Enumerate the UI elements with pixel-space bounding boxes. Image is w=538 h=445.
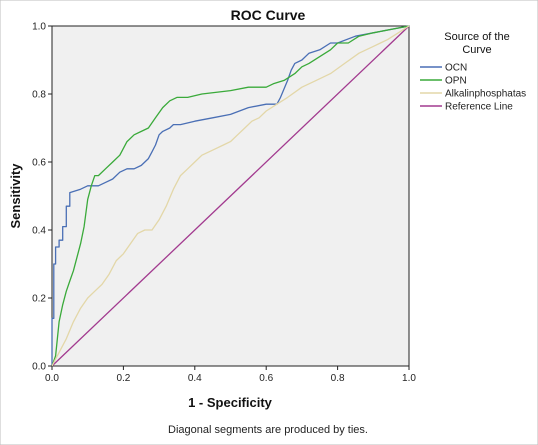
chart-title: ROC Curve <box>231 7 306 23</box>
y-tick-label: 0.6 <box>32 158 46 169</box>
x-tick-label: 0.8 <box>331 373 345 384</box>
legend-label-alkalinphosphatas: Alkalinphosphatas <box>445 89 526 100</box>
legend-label-ocn: OCN <box>445 63 467 74</box>
series-lines <box>51 25 410 367</box>
legend-label-reference-line: Reference Line <box>445 102 513 113</box>
legend-label-opn: OPN <box>445 76 467 87</box>
y-tick-label: 1.0 <box>32 22 46 33</box>
y-tick-label: 0.2 <box>32 294 46 305</box>
series-line-alkalinphosphatas <box>51 25 410 367</box>
legend: OCN OPN Alkalinphosphatas Reference Line <box>420 63 526 113</box>
x-axis-title: 1 - Specificity <box>188 395 273 410</box>
y-tick-label: 0.0 <box>32 362 46 373</box>
series-line-ocn <box>51 25 410 366</box>
legend-title-line-1: Source of the <box>444 31 509 43</box>
x-tick-label: 1.0 <box>402 373 416 384</box>
x-tick-label: 0.4 <box>188 373 202 384</box>
x-tick-label: 0.2 <box>116 373 130 384</box>
series-line-opn <box>51 25 410 367</box>
footnote: Diagonal segments are produced by ties. <box>168 424 368 436</box>
x-tick-label: 0.0 <box>45 373 59 384</box>
axis-ticks: 0.0 0.2 0.4 0.6 0.8 1.0 0.0 0.2 0.4 0.6 0.8 1.0 <box>32 22 416 385</box>
y-tick-label: 0.8 <box>32 90 46 101</box>
y-tick-label: 0.4 <box>32 226 46 237</box>
x-tick-label: 0.6 <box>259 373 273 384</box>
legend-title-line-2: Curve <box>462 44 491 56</box>
y-axis-title: Sensitivity <box>8 163 23 229</box>
series-line-reference-line <box>51 25 410 367</box>
